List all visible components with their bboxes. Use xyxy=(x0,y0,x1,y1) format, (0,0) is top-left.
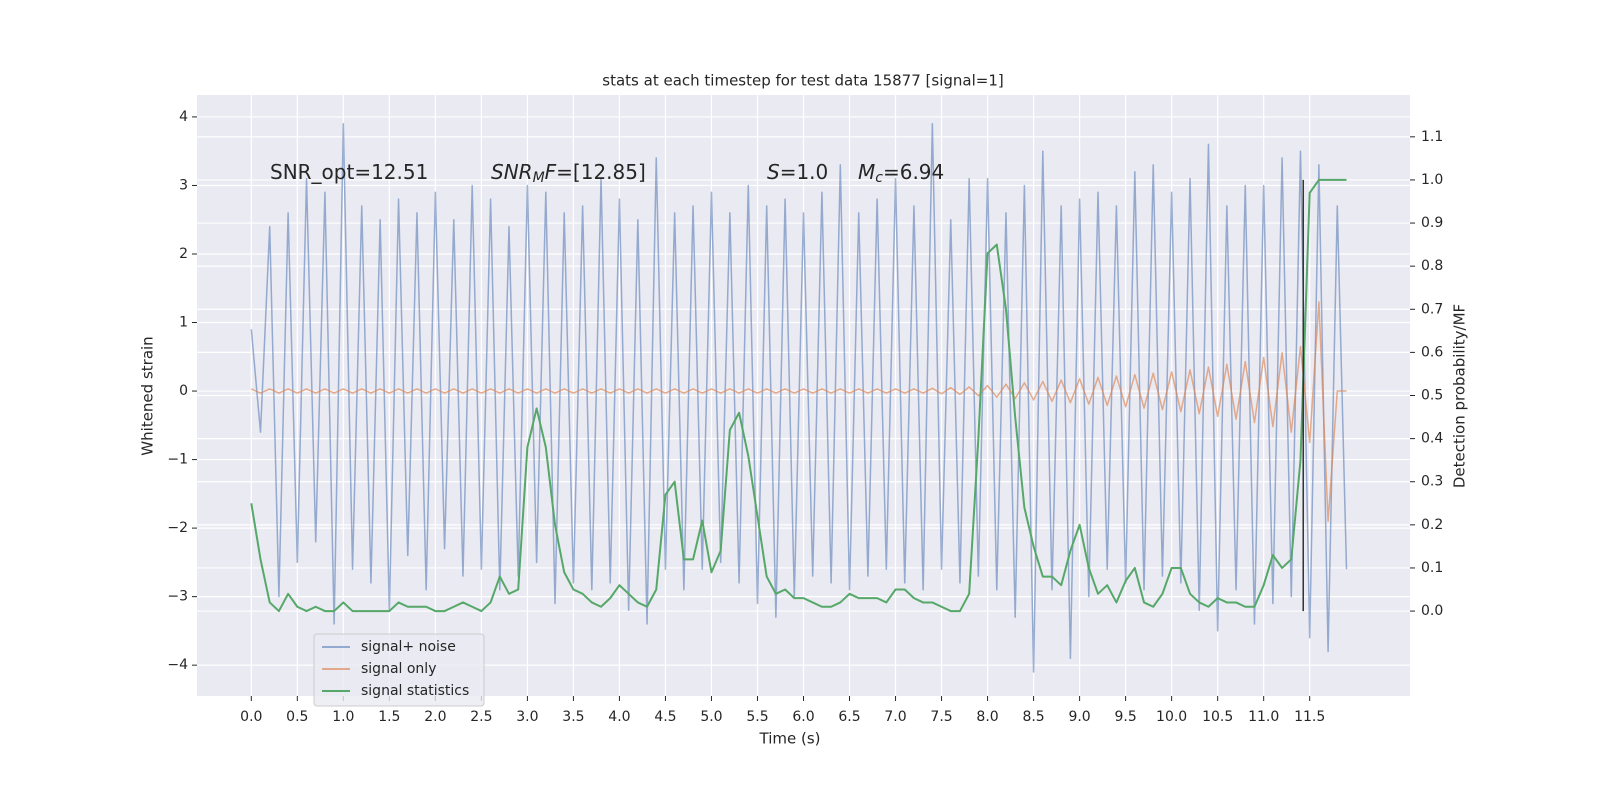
annotation-part: SNR xyxy=(491,160,533,184)
x-axis-label: Time (s) xyxy=(759,730,821,748)
annotation: Mc=6.94 xyxy=(858,160,944,187)
x-tick-label: 6.5 xyxy=(838,709,860,725)
annotation-part: =6.94 xyxy=(883,160,944,184)
y2-tick-label: 0.9 xyxy=(1421,215,1443,231)
x-tick-label: 10.5 xyxy=(1202,709,1233,725)
y-tick-label: −3 xyxy=(167,589,188,605)
y2-tick-label: 0.8 xyxy=(1421,258,1443,274)
y2-tick-label: 0.3 xyxy=(1421,474,1443,490)
y-tick-label: −4 xyxy=(167,657,188,673)
x-tick-label: 9.0 xyxy=(1068,709,1090,725)
annotation: SNR_opt=12.51 xyxy=(270,160,428,184)
y2-axis-label: Detection probability/MF xyxy=(1451,304,1469,488)
x-tick-label: 8.5 xyxy=(1022,709,1044,725)
x-tick-label: 3.0 xyxy=(516,709,538,725)
y-tick-label: 4 xyxy=(179,109,188,125)
y2-tick-label: 0.4 xyxy=(1421,431,1443,447)
series-line xyxy=(250,301,1347,522)
y2-tick-label: 0.2 xyxy=(1421,517,1443,533)
x-tick-label: 11.0 xyxy=(1248,709,1279,725)
y2-tick-label: 1.1 xyxy=(1421,129,1443,145)
y2-tick-label: 0.7 xyxy=(1421,301,1443,317)
y2-tick-label: 0.6 xyxy=(1421,344,1443,360)
x-tick-label: 2.5 xyxy=(470,709,492,725)
x-tick-label: 10.0 xyxy=(1156,709,1187,725)
annotation-part: F xyxy=(545,160,557,184)
x-tick-label: 9.5 xyxy=(1114,709,1136,725)
x-tick-label: 6.0 xyxy=(792,709,814,725)
legend-box xyxy=(313,633,485,707)
x-tick-label: 5.0 xyxy=(700,709,722,725)
annotation-part: SNR_opt=12.51 xyxy=(270,160,428,184)
y-tick-label: 2 xyxy=(179,246,188,262)
y2-tick-label: 0.1 xyxy=(1421,560,1443,576)
y-tick-label: 1 xyxy=(179,315,188,331)
x-tick-label: 0.0 xyxy=(240,709,262,725)
annotation-part: =1.0 xyxy=(780,160,829,184)
x-tick-label: 1.5 xyxy=(378,709,400,725)
series-line xyxy=(250,178,1347,613)
legend-label: signal+ noise xyxy=(361,639,456,655)
annotation-part: S xyxy=(767,160,780,184)
y-tick-label: −2 xyxy=(167,520,188,536)
x-tick-label: 2.0 xyxy=(424,709,446,725)
y-tick-label: −1 xyxy=(167,452,188,468)
annotation: S=1.0 xyxy=(767,160,828,184)
x-tick-label: 4.0 xyxy=(608,709,630,725)
x-tick-label: 5.5 xyxy=(746,709,768,725)
x-tick-label: 7.5 xyxy=(930,709,952,725)
legend-label: signal only xyxy=(361,661,436,677)
annotation-part: =[12.85] xyxy=(556,160,646,184)
chart-title: stats at each timestep for test data 158… xyxy=(602,72,1003,90)
x-tick-label: 0.5 xyxy=(286,709,308,725)
x-tick-label: 3.5 xyxy=(562,709,584,725)
series-line xyxy=(250,123,1348,673)
legend-label: signal statistics xyxy=(361,683,469,699)
y-axis-label: Whitened strain xyxy=(139,336,157,455)
y2-tick-label: 0.0 xyxy=(1421,603,1443,619)
y-tick-label: 3 xyxy=(179,177,188,193)
y-tick-label: 0 xyxy=(179,383,188,399)
annotation-part: M xyxy=(533,170,545,186)
x-tick-label: 4.5 xyxy=(654,709,676,725)
annotation-part: c xyxy=(875,170,883,186)
annotation: SNRMF=[12.85] xyxy=(491,160,646,187)
y2-tick-label: 0.5 xyxy=(1421,388,1443,404)
x-tick-label: 8.0 xyxy=(976,709,998,725)
x-tick-label: 7.0 xyxy=(884,709,906,725)
annotation-part: M xyxy=(858,160,875,184)
x-tick-label: 1.0 xyxy=(332,709,354,725)
x-tick-label: 11.5 xyxy=(1294,709,1325,725)
y2-tick-label: 1.0 xyxy=(1421,172,1443,188)
